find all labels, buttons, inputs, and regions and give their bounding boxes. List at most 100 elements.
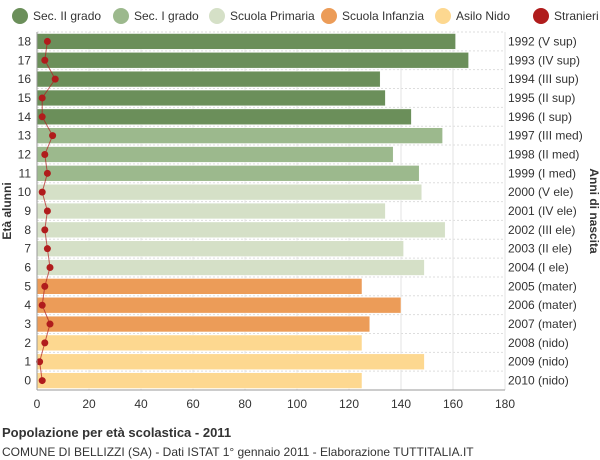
year-label: 2002 (III ele): [508, 223, 575, 237]
y-axis-title-right: Anni di nascita: [587, 168, 600, 254]
age-label: 9: [24, 204, 31, 218]
bar: [36, 183, 423, 201]
stranieri-point: [43, 169, 51, 177]
legend-item: Sec. I grado: [113, 6, 199, 26]
x-tick-label: 0: [34, 397, 41, 411]
stranieri-point: [46, 320, 54, 328]
legend-swatch: [209, 8, 225, 24]
legend-swatch: [435, 8, 451, 24]
legend: Sec. II grado Sec. I grado Scuola Primaria…: [0, 6, 600, 26]
bar: [36, 89, 386, 107]
year-label: 1995 (II sup): [508, 91, 575, 105]
legend-label: Scuola Infanzia: [342, 9, 425, 23]
age-label: 18: [18, 34, 32, 48]
legend-swatch: [321, 8, 337, 24]
legend-swatch: [533, 8, 549, 24]
year-label: 2010 (nido): [508, 374, 569, 388]
stranieri-point: [38, 188, 46, 196]
legend-item: Scuola Infanzia: [321, 6, 424, 26]
age-label: 15: [18, 91, 32, 105]
age-label: 4: [24, 298, 31, 312]
bar: [36, 146, 394, 163]
chart-subtitle: COMUNE DI BELLIZZI (SA) - Dati ISTAT 1° …: [2, 445, 474, 459]
stranieri-point: [43, 37, 51, 45]
chart-title: Popolazione per età scolastica - 2011: [2, 425, 232, 440]
stranieri-point: [41, 226, 49, 234]
age-label: 10: [18, 185, 32, 199]
stranieri-point: [43, 207, 51, 215]
bar: [36, 165, 420, 182]
stranieri-point: [41, 56, 49, 64]
y-axis-title-left: Età alunni: [0, 182, 14, 239]
x-tick-label: 120: [339, 397, 359, 411]
age-label: 0: [24, 374, 31, 388]
stranieri-point: [38, 377, 46, 385]
bar: [36, 33, 456, 50]
x-tick-label: 20: [82, 397, 96, 411]
legend-item: Stranieri: [533, 6, 599, 26]
stranieri-point: [49, 132, 57, 140]
year-label: 2006 (mater): [508, 298, 577, 312]
bar: [36, 278, 363, 295]
legend-item: Sec. II grado: [12, 6, 101, 26]
legend-label: Stranieri: [554, 9, 599, 23]
stranieri-point: [38, 301, 46, 309]
legend-swatch: [113, 8, 129, 24]
year-label: 2000 (V ele): [508, 185, 573, 199]
age-label: 6: [24, 261, 31, 275]
year-label: 1994 (III sup): [508, 72, 579, 86]
x-tick-label: 160: [443, 397, 463, 411]
legend-label: Asilo Nido: [456, 9, 511, 23]
age-label: 1: [24, 355, 31, 369]
stranieri-point: [46, 264, 54, 272]
year-label: 1999 (I med): [508, 166, 576, 180]
age-label: 12: [18, 147, 32, 161]
legend-label: Scuola Primaria: [230, 9, 315, 23]
year-label: 2004 (I ele): [508, 261, 569, 275]
age-label: 2: [24, 336, 31, 350]
bar: [36, 221, 446, 239]
age-label: 8: [24, 223, 31, 237]
bar: [36, 259, 425, 276]
year-label: 1997 (III med): [508, 129, 583, 143]
stranieri-point: [41, 339, 49, 347]
year-label: 2003 (II ele): [508, 242, 572, 256]
bar: [36, 334, 363, 352]
legend-item: Asilo Nido: [435, 6, 510, 26]
bar: [36, 127, 443, 144]
year-label: 1992 (V sup): [508, 34, 577, 48]
legend-label: Sec. II grado: [33, 9, 102, 23]
x-tick-label: 100: [287, 397, 307, 411]
age-label: 7: [24, 242, 31, 256]
age-label: 11: [19, 166, 32, 180]
stranieri-point: [36, 358, 44, 366]
age-label: 16: [18, 72, 32, 86]
year-label: 1993 (IV sup): [508, 53, 580, 67]
x-tick-label: 180: [495, 397, 515, 411]
age-label: 13: [18, 129, 32, 143]
stranieri-point: [41, 150, 49, 158]
x-tick-label: 60: [186, 397, 200, 411]
bar: [36, 108, 412, 125]
year-label: 1996 (I sup): [508, 110, 572, 124]
year-label: 2009 (nido): [508, 355, 569, 369]
stranieri-point: [51, 75, 59, 83]
year-label: 1998 (II med): [508, 147, 579, 161]
year-label: 2005 (mater): [508, 279, 577, 293]
x-tick-label: 140: [391, 397, 411, 411]
legend-item: Scuola Primaria: [209, 6, 315, 26]
legend-label: Sec. I grado: [134, 9, 199, 23]
year-label: 2007 (mater): [508, 317, 577, 331]
age-label: 5: [24, 279, 31, 293]
bar: [36, 240, 404, 257]
bar: [36, 353, 425, 370]
year-label: 2008 (nido): [508, 336, 569, 350]
stranieri-point: [38, 113, 46, 121]
age-label: 3: [24, 317, 31, 331]
stranieri-point: [43, 245, 51, 253]
bar: [36, 372, 363, 389]
x-tick-label: 40: [134, 397, 148, 411]
age-label: 14: [18, 110, 32, 124]
legend-swatch: [12, 8, 28, 24]
